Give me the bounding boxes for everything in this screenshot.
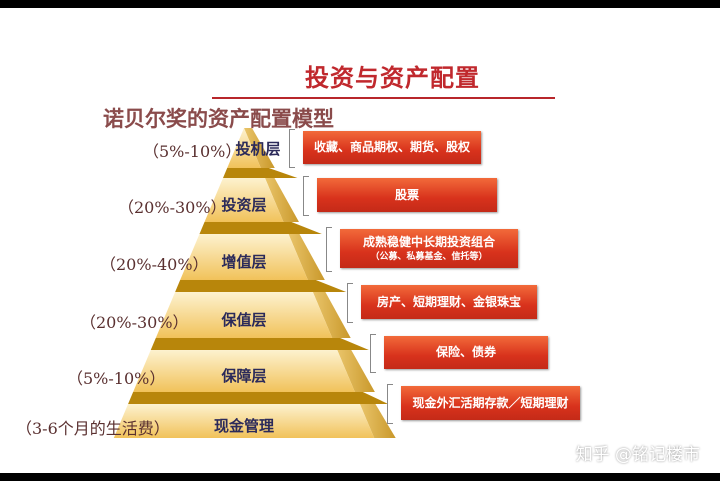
asset-box: 房产、短期理财、金银珠宝 [361, 285, 537, 319]
pyramid-side [359, 404, 396, 438]
bracket-line [289, 129, 295, 168]
asset-items: 现金外汇活期存款／短期理财 [412, 395, 569, 410]
asset-items: 房产、短期理财、金银珠宝 [376, 294, 521, 309]
pyramid-layer-face [155, 292, 333, 338]
pyramid-side [337, 350, 375, 392]
top-border [0, 0, 720, 8]
pyramid-side [288, 234, 325, 280]
asset-items: 收藏、商品期权、期货、股权 [313, 140, 470, 155]
title-underline [212, 97, 555, 99]
pyramid-ledge [150, 338, 369, 350]
layer-percent: （5%-10%） [143, 142, 242, 161]
pyramid-side [244, 128, 275, 168]
layer-percent: （20%-30%） [118, 198, 227, 217]
main-title: 投资与资产配置 [305, 64, 480, 92]
watermark: 知乎 @铭记楼市 [575, 445, 700, 465]
pyramid-ledge [175, 280, 347, 292]
pyramid-ledge [128, 392, 389, 404]
bracket-line [303, 176, 309, 216]
pyramid-side [312, 292, 351, 338]
asset-items: 成熟稳健中长期投资组合 [362, 234, 495, 249]
layer-percent: （3-6个月的生活费） [16, 419, 170, 438]
pyramid-ledge [199, 222, 322, 234]
layer-name: 现金管理 [213, 417, 275, 435]
layer-name: 投机层 [235, 140, 281, 158]
asset-box: 成熟稳健中长期投资组合 （公募、私募基金、信托等） [340, 229, 518, 268]
subtitle: 诺贝尔奖的资产配置模型 [103, 107, 334, 131]
pyramid-layer-face [204, 178, 284, 222]
pyramid-layer-face [180, 234, 308, 280]
layer-name: 投资层 [221, 196, 267, 214]
bracket-line [326, 227, 332, 272]
asset-box: 保险、债券 [384, 336, 548, 369]
bracket-line [370, 334, 376, 373]
pyramid-ledge [223, 168, 298, 178]
pyramid-layer-face [113, 404, 375, 438]
asset-items-note: （公募、私募基金、信托等） [370, 251, 488, 262]
asset-items: 股票 [394, 187, 419, 202]
pyramid-layer-face [227, 128, 261, 168]
bracket-line [387, 384, 393, 424]
layer-percent: （20%-40%） [100, 255, 209, 274]
pyramid-side [265, 178, 299, 222]
bottom-border [0, 473, 720, 481]
layer-name: 增值层 [221, 253, 267, 271]
layer-name: 保障层 [221, 367, 267, 385]
pyramid-layer-face [133, 350, 355, 392]
asset-box: 股票 [317, 178, 497, 212]
bracket-line [347, 283, 353, 323]
layer-percent: （20%-30%） [80, 313, 189, 332]
layer-name: 保值层 [221, 311, 267, 329]
layer-percent: （5%-10%） [67, 369, 166, 388]
asset-box: 收藏、商品期权、期货、股权 [303, 131, 481, 164]
asset-box: 现金外汇活期存款／短期理财 [401, 386, 580, 420]
asset-items: 保险、债券 [435, 345, 496, 360]
